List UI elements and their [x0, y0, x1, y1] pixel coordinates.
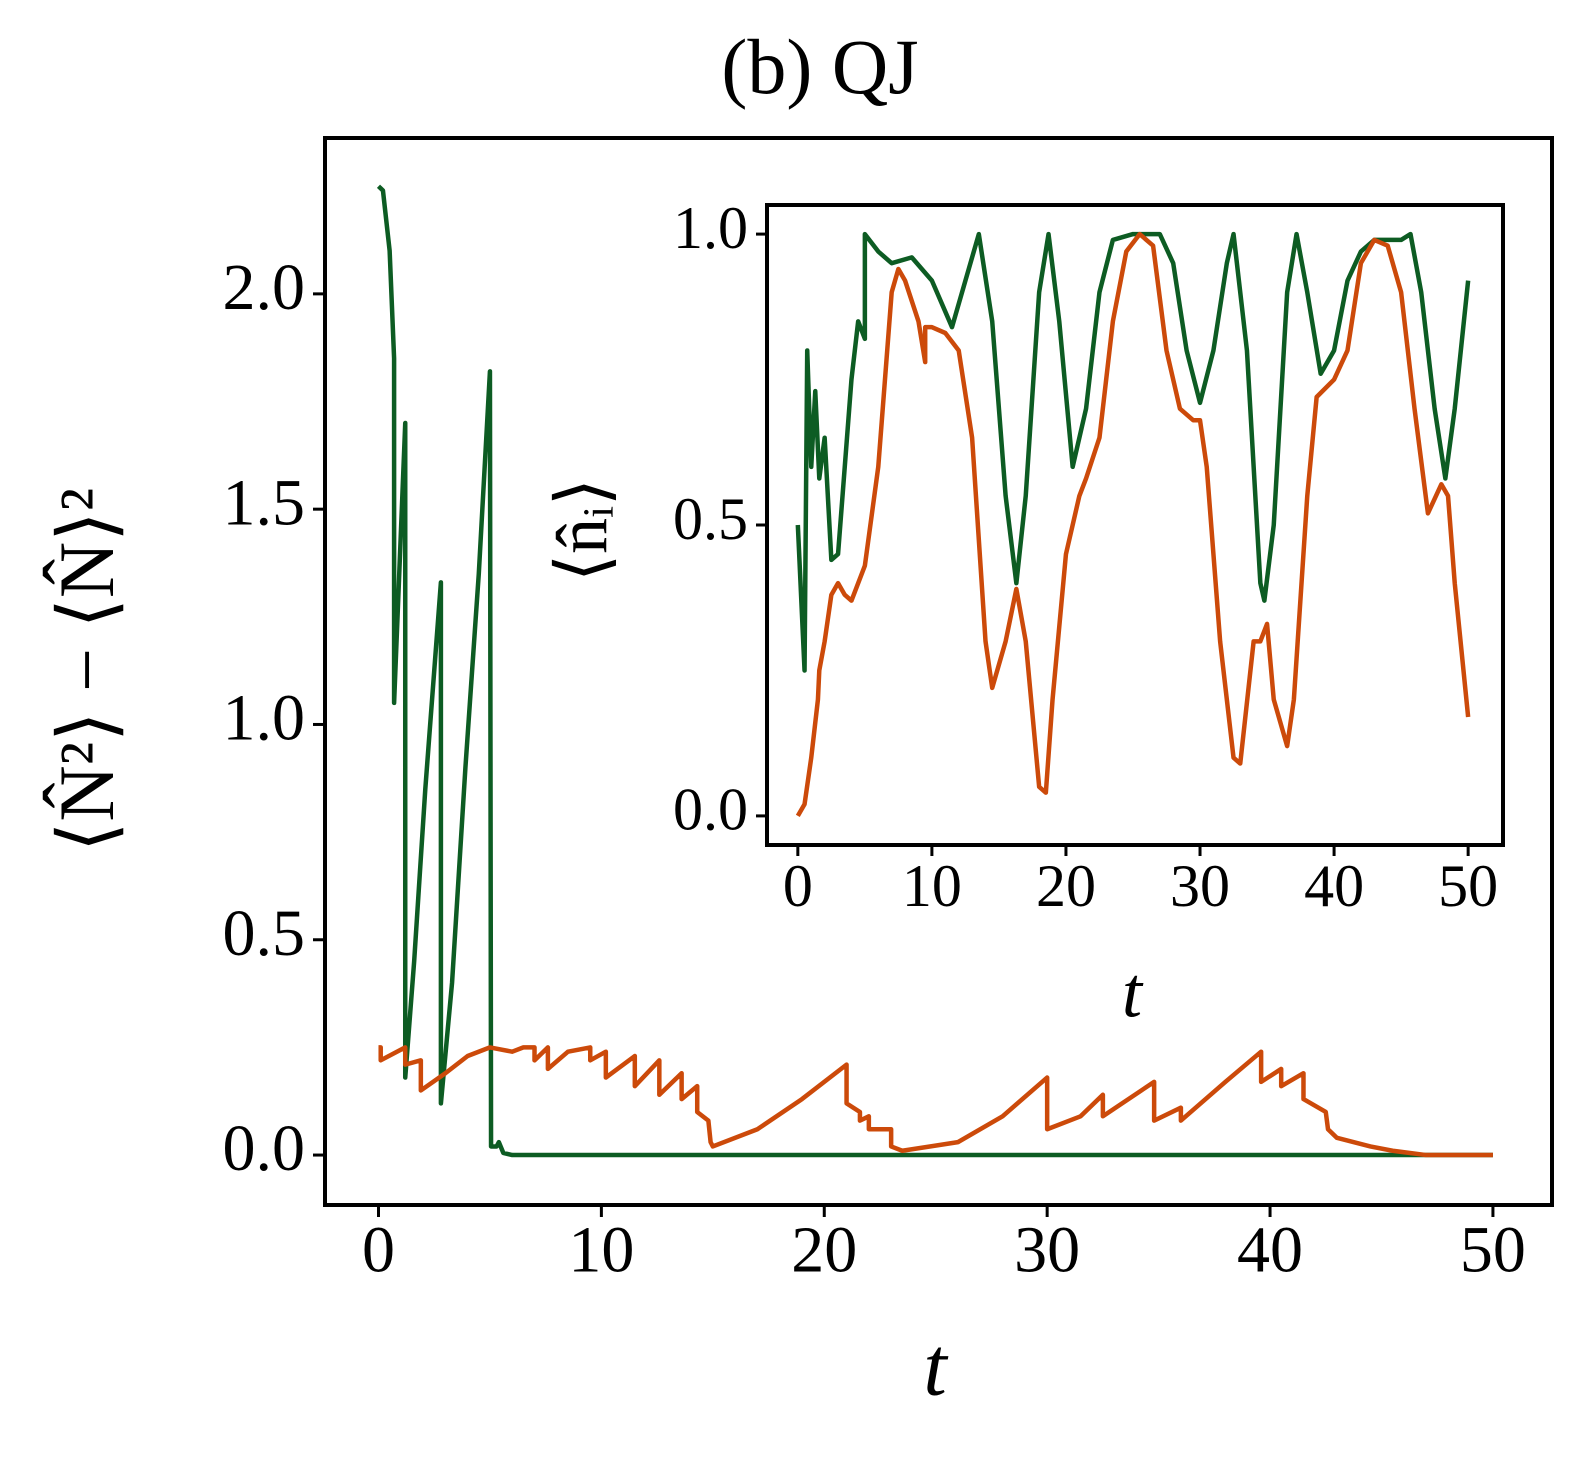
inset-y-axis-label: ⟨n̂ᵢ⟩	[543, 478, 623, 582]
inset-x-tick-label: 50	[1438, 853, 1498, 919]
series-line	[378, 1045, 1493, 1158]
inset-x-axis-label: t	[1122, 953, 1144, 1033]
inset-y-tick-label: 0.5	[673, 486, 748, 552]
x-tick-label: 30	[1014, 1214, 1080, 1287]
x-tick-label: 10	[568, 1214, 634, 1287]
inset-series-line	[795, 231, 1471, 673]
y-tick-label: 1.5	[223, 466, 306, 539]
y-tick-label: 0.5	[223, 897, 306, 970]
inset-y-tick-label: 1.0	[673, 195, 748, 261]
y-tick-label: 0.0	[223, 1112, 306, 1185]
inset-x-tick-label: 30	[1170, 853, 1230, 919]
x-tick-label: 40	[1237, 1214, 1303, 1287]
chart-title: (b) QJ	[721, 23, 918, 110]
inset-x-tick-label: 20	[1036, 853, 1096, 919]
inset-series-line	[795, 231, 1471, 818]
x-tick-label: 0	[362, 1214, 395, 1287]
inset-y-tick-label: 0.0	[673, 777, 748, 843]
inset-x-tick-label: 0	[783, 853, 813, 919]
inset-x-tick-label: 40	[1304, 853, 1364, 919]
x-tick-label: 20	[791, 1214, 857, 1287]
inset-background	[767, 205, 1503, 845]
series-line	[376, 184, 1493, 1158]
y-axis-label: ⟨N̂²⟩ − ⟨N̂⟩²	[43, 488, 130, 852]
axes-frame	[323, 136, 1554, 1207]
inset-x-tick-label: 10	[902, 853, 962, 919]
y-tick-label: 2.0	[223, 251, 306, 324]
y-tick-label: 1.0	[223, 682, 306, 755]
x-tick-label: 50	[1460, 1214, 1526, 1287]
x-axis-label: t	[923, 1320, 949, 1413]
